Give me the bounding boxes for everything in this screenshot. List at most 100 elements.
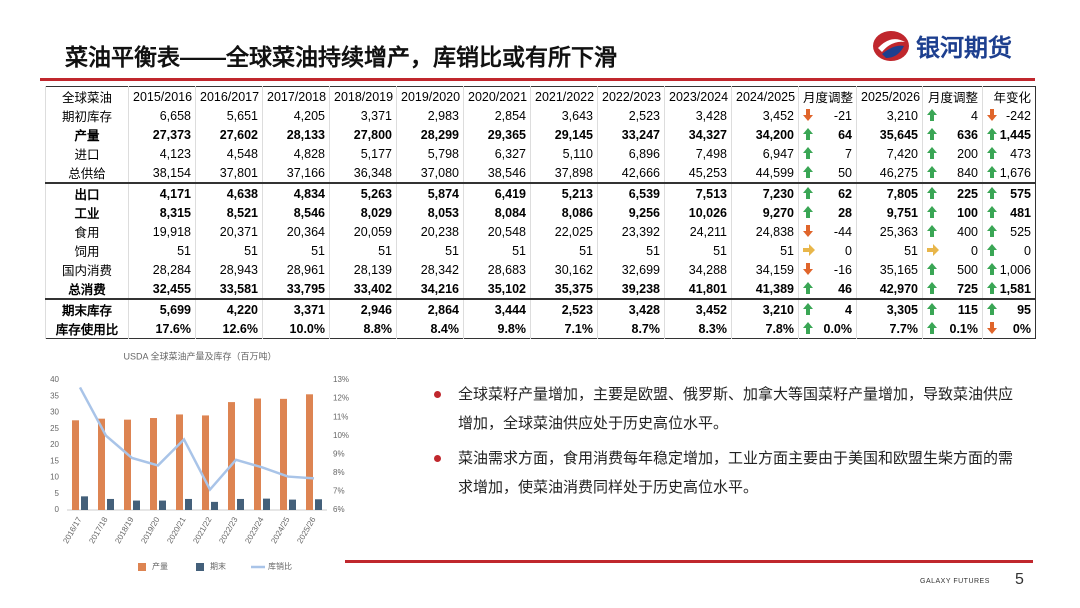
table-cell: 27,800 — [329, 125, 397, 144]
arrow-shape — [927, 224, 937, 237]
adjust-value: 200 — [957, 146, 978, 161]
table-cell: 7.1% — [530, 319, 598, 339]
arrow-shape — [803, 127, 813, 140]
table-cell: 4,123 — [128, 144, 196, 163]
bar — [254, 398, 261, 510]
adjust-cell: 0% — [982, 319, 1036, 339]
table-cell: 20,548 — [463, 222, 531, 241]
table-cell: 41,389 — [731, 279, 799, 300]
bar — [98, 418, 105, 510]
table-cell: 41,801 — [664, 279, 732, 300]
table-cell: 44,599 — [731, 163, 799, 184]
adjust-cell: 64 — [798, 125, 857, 144]
bar — [202, 415, 209, 510]
table-cell: 20,059 — [329, 222, 397, 241]
table-cell: 4,638 — [195, 183, 263, 203]
arrow-icon — [927, 205, 937, 218]
adjust-value: 500 — [957, 262, 978, 277]
arrow-icon — [927, 243, 939, 256]
bar — [124, 419, 131, 510]
table-cell: 4,828 — [262, 144, 330, 163]
adjust-cell: 4 — [922, 106, 983, 125]
table-cell: 8.7% — [597, 319, 665, 339]
header-cell: 2019/2020 — [396, 86, 464, 106]
adjust-cell: 0.0% — [798, 319, 857, 339]
bar — [211, 501, 218, 510]
arrow-shape — [927, 281, 937, 294]
table-cell: 6,327 — [463, 144, 531, 163]
adjust-cell: 500 — [922, 260, 983, 279]
row-label: 总供给 — [45, 163, 129, 184]
bar — [81, 496, 88, 510]
arrow-icon — [803, 108, 813, 121]
table-cell: 4,171 — [128, 183, 196, 203]
arrow-icon — [927, 165, 937, 178]
adjust-cell: 840 — [922, 163, 983, 184]
table-cell: 7.8% — [731, 319, 799, 339]
bullet-text: 全球菜籽产量增加，主要是欧盟、俄罗斯、加拿大等国菜籽产量增加，导致菜油供应增加，… — [458, 386, 1014, 432]
table-cell: 3,428 — [597, 299, 665, 319]
table-cell: 10,026 — [664, 203, 732, 222]
table-cell: 45,253 — [664, 163, 732, 184]
table-cell: 35,102 — [463, 279, 531, 300]
logo-icon — [873, 30, 909, 61]
arrow-icon — [803, 146, 813, 159]
adjust-cell: 46 — [798, 279, 857, 300]
table-cell: 37,080 — [396, 163, 464, 184]
arrow-shape — [803, 165, 813, 178]
title-rule — [40, 78, 1035, 81]
arrow-icon — [927, 224, 937, 237]
adjust-value: 1,006 — [999, 262, 1031, 277]
adjust-cell: 0 — [798, 241, 857, 260]
row-label: 工业 — [45, 203, 129, 222]
adjust-cell: 95 — [982, 299, 1036, 319]
y-tick-label: 5 — [55, 489, 60, 498]
adjust-value: 636 — [957, 127, 978, 142]
adjust-value: 50 — [838, 165, 852, 180]
x-tick-label: 2025/26 — [295, 515, 318, 545]
table-cell: 51 — [597, 241, 665, 260]
arrow-icon — [987, 262, 997, 275]
x-tick-label: 2020/21 — [165, 515, 188, 545]
header-cell: 2021/2022 — [530, 86, 598, 106]
header-cell: 2016/2017 — [195, 86, 263, 106]
logo: 银河期货 — [872, 28, 1012, 63]
table-cell: 29,145 — [530, 125, 598, 144]
table-cell: 12.6% — [195, 319, 263, 339]
arrow-icon — [803, 262, 813, 275]
adjust-value: 115 — [957, 302, 978, 317]
adjust-value: 64 — [838, 127, 852, 142]
y-tick-label: 10 — [50, 473, 59, 482]
table-cell: 6,419 — [463, 183, 531, 203]
adjust-cell: 28 — [798, 203, 857, 222]
table-cell: 2,854 — [463, 106, 531, 125]
table-cell: 28,961 — [262, 260, 330, 279]
table-row: 产量 27,373 27,602 28,133 27,800 28,299 29,365 29… — [45, 125, 1036, 144]
bullet-dot — [434, 391, 441, 398]
row-label: 库存使用比 — [45, 319, 129, 339]
adjust-cell: -44 — [798, 222, 857, 241]
table-cell: 5,263 — [329, 183, 397, 203]
x-tick-label: 2024/25 — [269, 515, 292, 545]
bar — [315, 499, 322, 510]
y-tick-label: 25 — [50, 424, 59, 433]
y2-tick-label: 11% — [333, 412, 348, 421]
adjust-value: 225 — [957, 186, 978, 201]
arrow-shape — [803, 186, 813, 199]
table-cell: 3,428 — [664, 106, 732, 125]
adjust-cell: 100 — [922, 203, 983, 222]
table-cell: 3,444 — [463, 299, 531, 319]
adjust-cell: 575 — [982, 183, 1036, 203]
row-label: 国内消费 — [45, 260, 129, 279]
table-cell: 9.8% — [463, 319, 531, 339]
header-cell: 2015/2016 — [128, 86, 196, 106]
table-cell: 28,139 — [329, 260, 397, 279]
table-cell: 51 — [530, 241, 598, 260]
table-cell: 28,342 — [396, 260, 464, 279]
legend-label: 产量 — [152, 561, 168, 571]
table-cell: 22,025 — [530, 222, 598, 241]
arrow-shape — [987, 281, 997, 294]
table-cell: 25,363 — [856, 222, 923, 241]
adjust-value: 575 — [1010, 186, 1031, 201]
table-cell: 3,452 — [731, 106, 799, 125]
